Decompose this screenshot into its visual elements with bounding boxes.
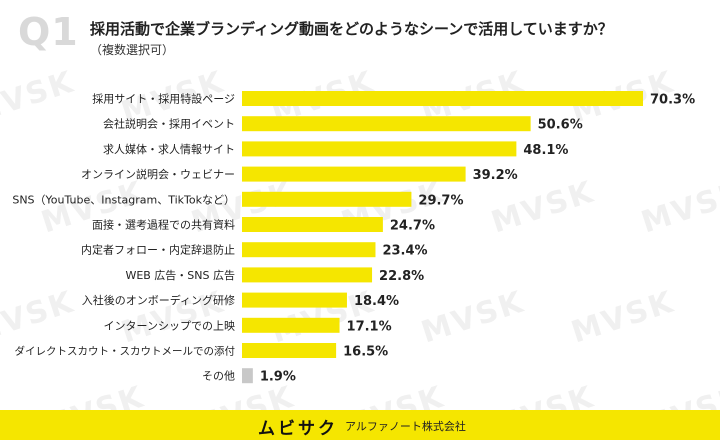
bar (242, 343, 337, 358)
value-label: 17.1% (347, 319, 392, 334)
value-label: 16.5% (343, 345, 388, 360)
bar (242, 242, 376, 258)
bar (242, 166, 466, 182)
category-label: 会社説明会・採用イベント (103, 117, 235, 131)
footer: ムビサク アルファノート株式会社 (0, 410, 720, 440)
value-label: 50.6% (538, 118, 583, 133)
brand-logo: ムビサク (258, 419, 338, 439)
bar (242, 191, 412, 207)
category-label: オンライン説明会・ウェビナー (81, 167, 235, 181)
bar (242, 317, 340, 333)
chart-subtitle: （複数選択可） (90, 43, 175, 57)
question-badge: Q1 (18, 10, 79, 54)
value-label: 22.8% (379, 269, 424, 284)
header: Q1 採用活動で企業ブランディング動画をどのようなシーンで活用していますか？ （… (12, 8, 712, 64)
company-name: アルファノート株式会社 (345, 420, 466, 433)
value-label: 23.4% (382, 244, 427, 259)
category-label: SNS（YouTube、Instagram、TikTokなど） (12, 193, 235, 206)
bar (242, 292, 347, 308)
chart-title: 採用活動で企業ブランディング動画をどのようなシーンで活用していますか？ (90, 20, 613, 38)
value-label: 39.2% (473, 168, 518, 183)
bar (242, 141, 517, 157)
value-label: 70.3% (650, 93, 695, 108)
category-label: 求人媒体・求人情報サイト (103, 142, 235, 156)
category-label: 内定者フォロー・内定辞退防止 (81, 243, 235, 257)
value-label: 48.1% (523, 143, 568, 158)
category-label: 採用サイト・採用特設ページ (92, 92, 235, 106)
value-label: 18.4% (354, 294, 399, 309)
category-label: ダイレクトスカウト・スカウトメールでの添付 (15, 345, 236, 358)
value-label: 24.7% (390, 219, 435, 234)
category-label: その他 (202, 370, 235, 383)
category-label: 入社後のオンボーディング研修 (82, 293, 235, 307)
bar-chart: 採用サイト・採用特設ページ 70.3% 会社説明会・採用イベント 50.6% 求人媒体・… (12, 91, 695, 385)
category-label: WEB 広告・SNS 広告 (125, 269, 235, 282)
bar (242, 267, 373, 283)
value-label: 29.7% (418, 193, 463, 208)
bar (242, 116, 531, 132)
bar (242, 368, 253, 384)
bar (242, 91, 643, 106)
bar (242, 217, 383, 232)
category-label: インターンシップでの上映 (104, 319, 235, 332)
value-label: 1.9% (260, 370, 296, 385)
category-label: 面接・選考過程での共有資料 (92, 218, 235, 232)
